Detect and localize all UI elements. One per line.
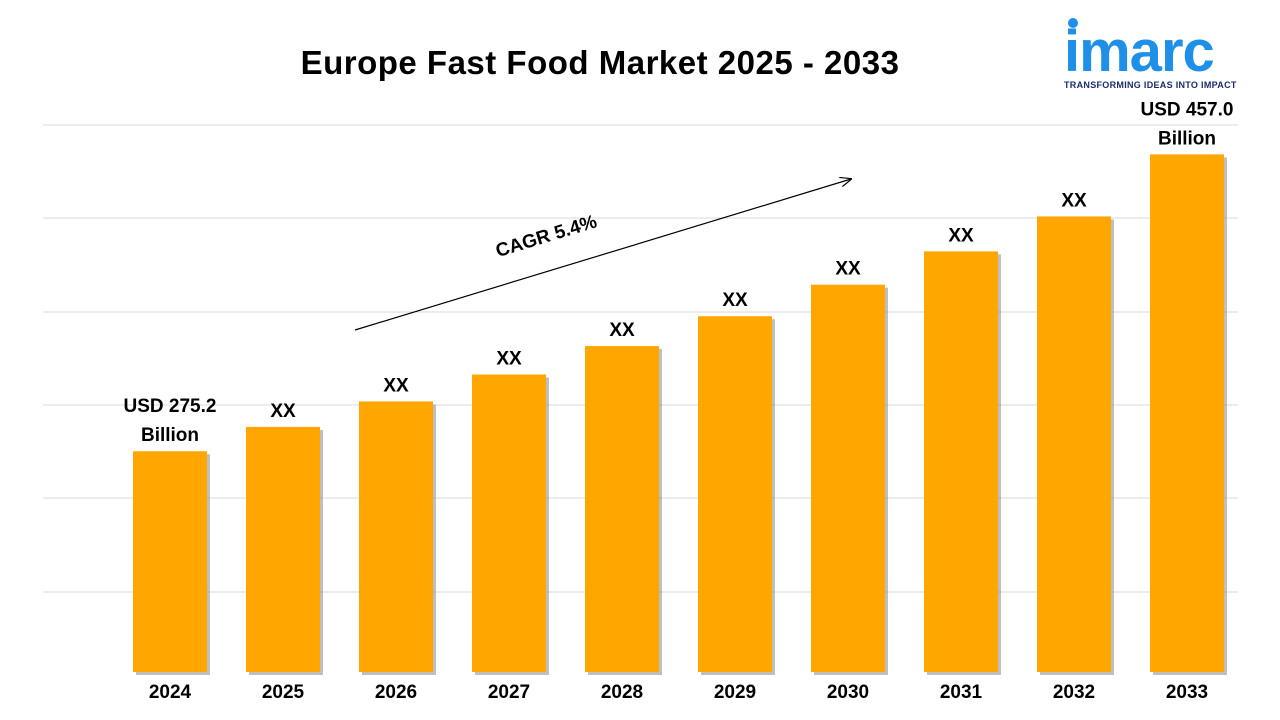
bar-2033 <box>1150 154 1224 672</box>
bar-2029 <box>698 316 772 672</box>
bar-2027 <box>472 374 546 672</box>
x-tick-label: 2029 <box>714 682 756 703</box>
data-label: XX <box>1061 190 1087 211</box>
data-label: XX <box>270 401 296 422</box>
x-tick-label: 2028 <box>601 682 643 703</box>
x-tick-label: 2030 <box>827 682 869 703</box>
x-tick-label: 2031 <box>940 682 983 703</box>
data-label: USD 275.2 <box>124 396 217 417</box>
data-label: XX <box>722 290 748 311</box>
x-tick-label: 2024 <box>149 682 192 703</box>
data-label: Billion <box>1158 128 1216 149</box>
logo-tagline: TRANSFORMING IDEAS INTO IMPACT <box>1064 80 1237 90</box>
cagr-annotation: CAGR 5.4% <box>493 211 599 262</box>
data-label: XX <box>835 259 861 280</box>
data-label: XX <box>496 348 522 369</box>
x-tick-label: 2032 <box>1053 682 1095 703</box>
cagr-arrow <box>354 179 851 331</box>
bar-2030 <box>811 284 885 672</box>
x-tick-label: 2025 <box>262 682 305 703</box>
bar-2028 <box>585 346 659 672</box>
bar-2024 <box>133 451 207 672</box>
x-tick-label: 2027 <box>488 682 530 703</box>
chart-title: Europe Fast Food Market 2025 - 2033 <box>300 44 900 81</box>
data-label: XX <box>609 320 635 341</box>
x-tick-label: 2026 <box>375 682 417 703</box>
imarc-logo: imarc TRANSFORMING IDEAS INTO IMPACT <box>1062 16 1247 94</box>
bar-2026 <box>359 401 433 672</box>
data-label: XX <box>948 225 974 246</box>
bar-2032 <box>1037 216 1111 672</box>
data-label: XX <box>383 375 409 396</box>
data-label: USD 457.0 <box>1141 99 1234 120</box>
bar-2025 <box>246 426 320 672</box>
bar-2031 <box>924 251 998 673</box>
x-tick-labels: 2024 2025 2026 2027 2028 2029 2030 2031 2032 2033 <box>149 682 1208 703</box>
x-tick-label: 2033 <box>1166 682 1208 703</box>
logo-wordmark: imarc <box>1064 19 1215 84</box>
bars <box>133 154 1227 676</box>
data-labels: USD 275.2 Billion XX XX XX XX XX XX XX XX USD 457.… <box>124 99 1234 446</box>
logo-dot-icon <box>1068 18 1078 28</box>
data-label: Billion <box>141 425 199 446</box>
